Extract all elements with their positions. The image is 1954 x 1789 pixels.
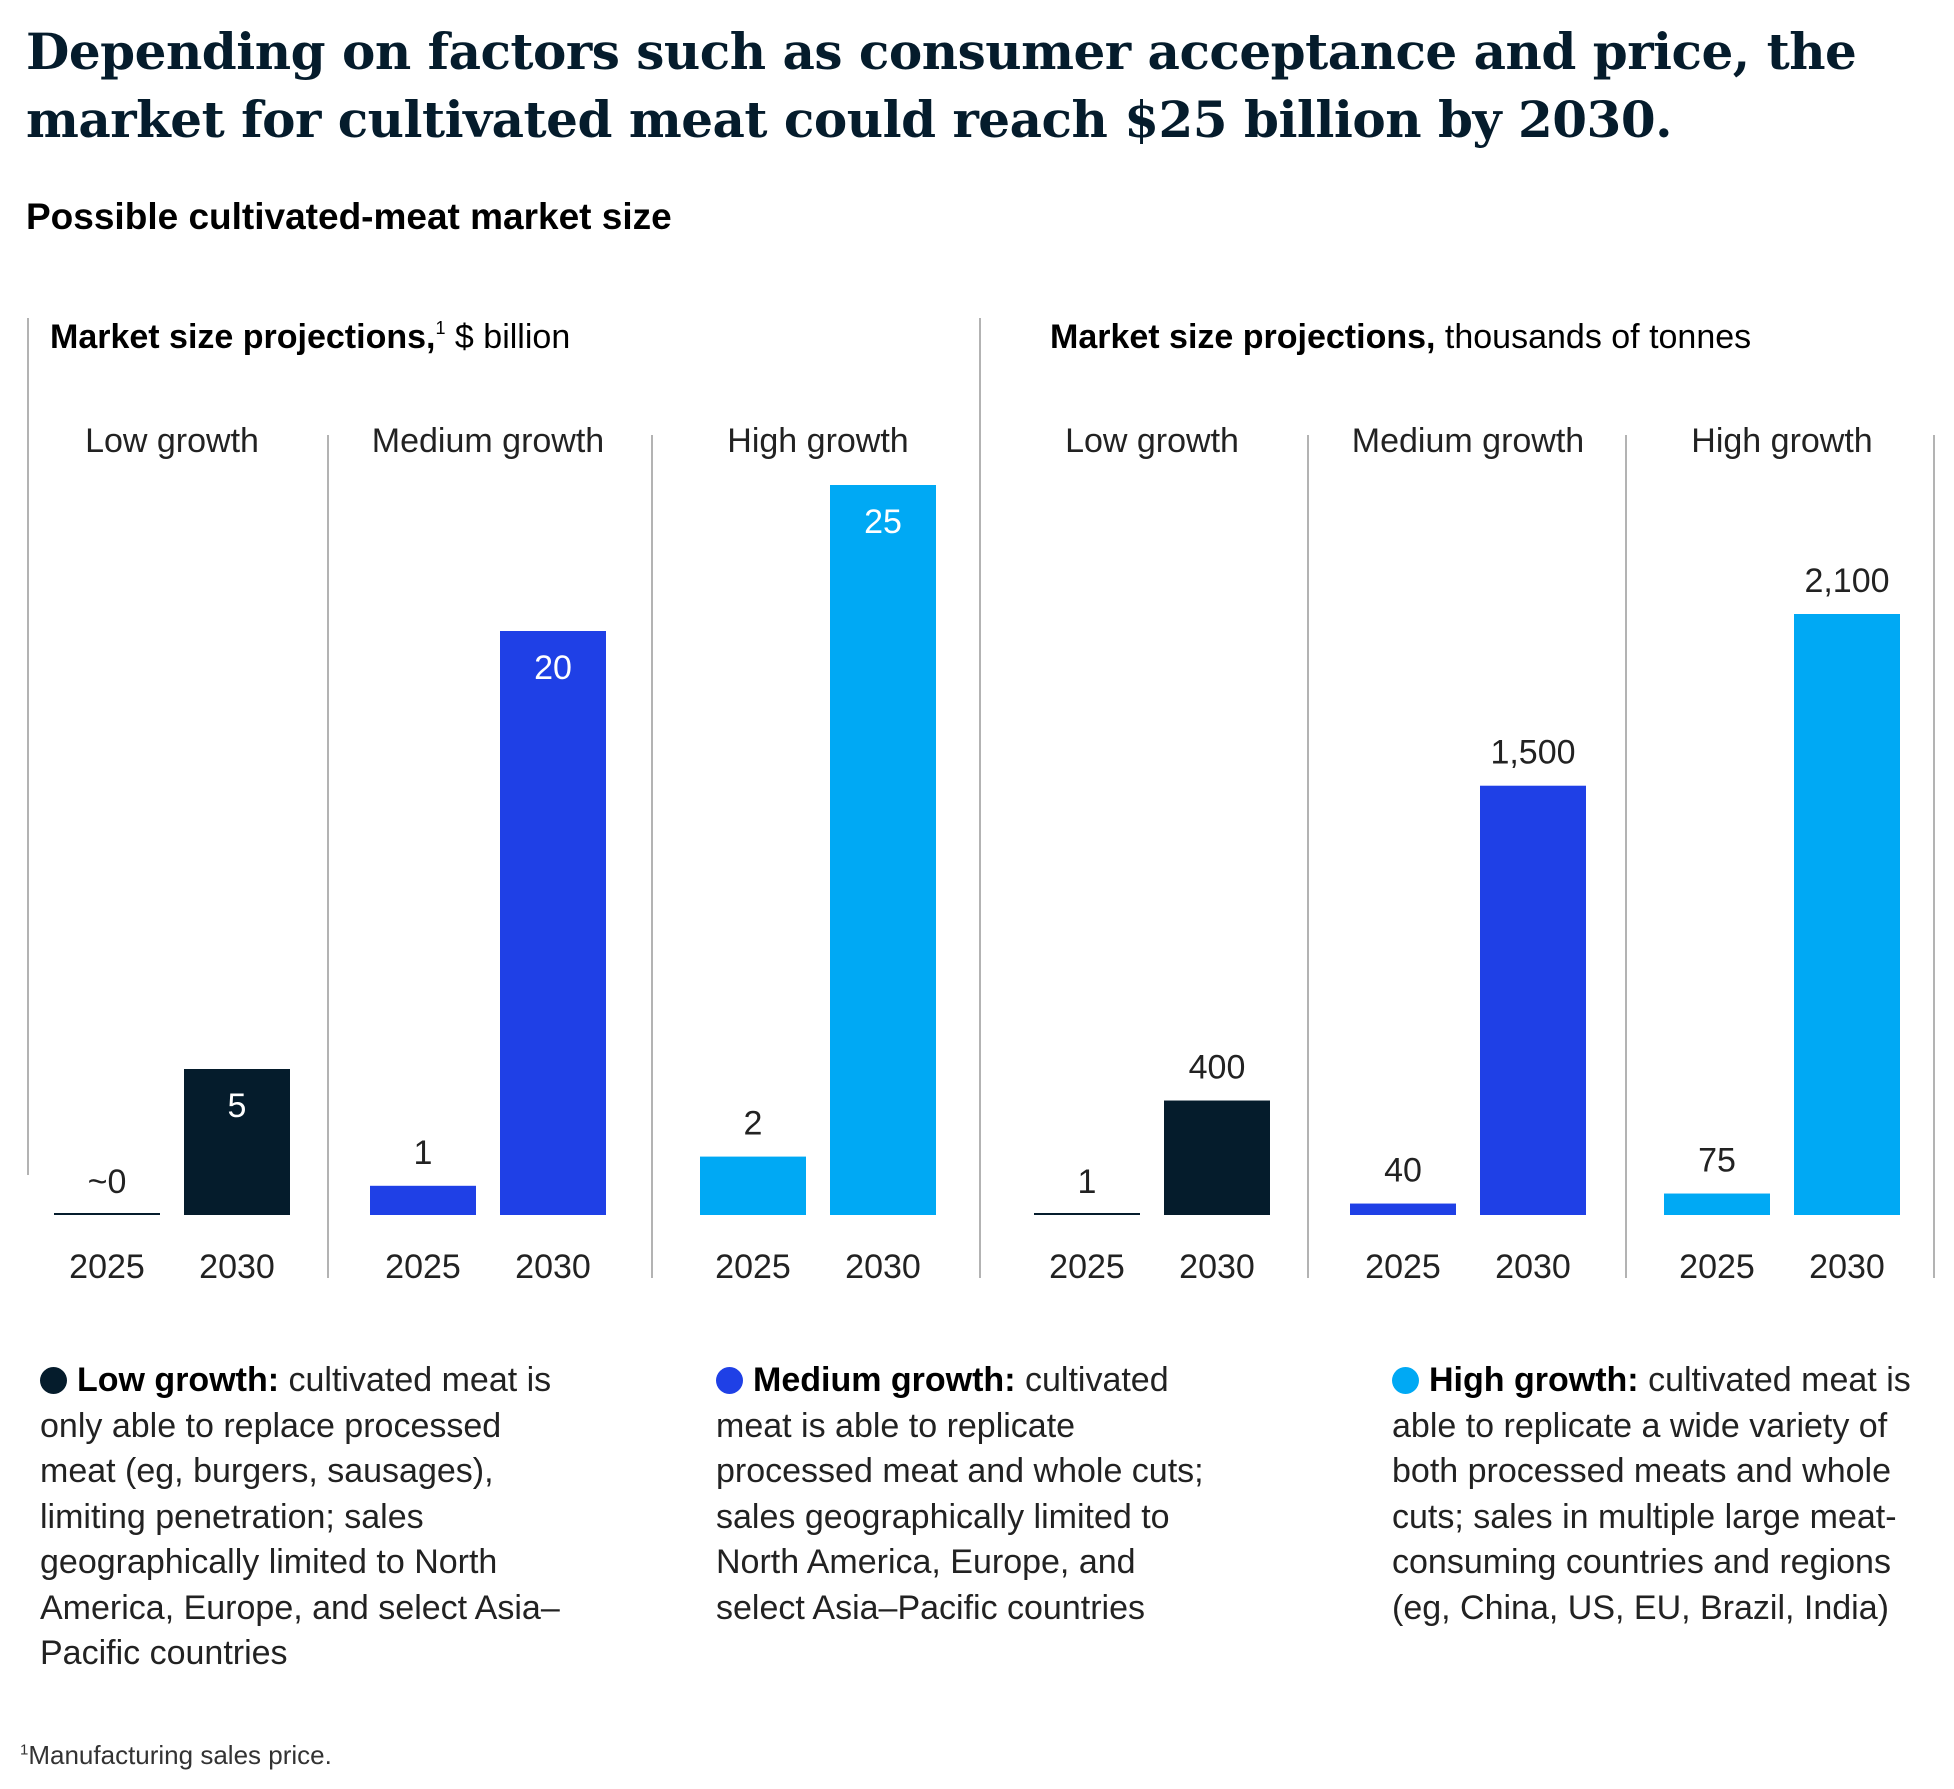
data-label-p2-low-growth-2030: 400	[1189, 1049, 1246, 1087]
legend-item-low: Low growth: cultivated meat is only able…	[40, 1358, 560, 1677]
bar-p2-high-growth-2030	[1794, 614, 1900, 1215]
x-tick-p1-medium-growth-2030: 2030	[515, 1248, 591, 1286]
footnote-mark: 1	[20, 1741, 29, 1759]
x-tick-p1-medium-growth-2025: 2025	[385, 1248, 461, 1286]
chart-subtitle: Possible cultivated-meat market size	[26, 196, 672, 237]
legend-dot-high	[1392, 1367, 1419, 1394]
bar-p1-low-growth-2030	[184, 1069, 290, 1215]
x-tick-p2-high-growth-2025: 2025	[1679, 1248, 1755, 1286]
legend-text-medium: cultivated meat is able to replicate pro…	[716, 1361, 1204, 1627]
group-label-p2-medium-growth: Medium growth	[1352, 422, 1584, 460]
legend-name-low: Low growth:	[77, 1361, 280, 1399]
data-label-p1-low-growth-2025: ~0	[88, 1163, 127, 1201]
bar-p2-high-growth-2025	[1664, 1193, 1770, 1215]
bar-p2-medium-growth-2030	[1480, 785, 1586, 1215]
data-label-p2-low-growth-2025: 1	[1078, 1163, 1097, 1201]
data-label-p2-high-growth-2030: 2,100	[1804, 562, 1889, 600]
legend-name-high: High growth:	[1429, 1361, 1639, 1399]
group-label-p1-high-growth: High growth	[727, 422, 908, 460]
data-label-p1-high-growth-2030: 25	[864, 503, 902, 541]
group-label-p2-low-growth: Low growth	[1065, 422, 1239, 460]
data-label-p2-medium-growth-2025: 40	[1384, 1152, 1422, 1190]
data-label-p2-high-growth-2025: 75	[1698, 1142, 1736, 1180]
headline: Depending on factors such as consumer ac…	[26, 22, 1857, 149]
bar-p2-medium-growth-2025	[1350, 1203, 1456, 1215]
x-tick-p2-medium-growth-2030: 2030	[1495, 1248, 1571, 1286]
data-label-p1-low-growth-2030: 5	[228, 1087, 247, 1125]
chart-area: Market size projections,1 $ billion Low g…	[27, 318, 1935, 1286]
x-tick-p1-low-growth-2030: 2030	[199, 1248, 275, 1286]
legend-text-low: cultivated meat is only able to replace …	[40, 1361, 560, 1672]
bar-p1-medium-growth-2030	[500, 631, 606, 1215]
data-label-p1-medium-growth-2030: 20	[534, 649, 572, 687]
bar-p1-low-growth-2025	[54, 1213, 160, 1215]
panel-title-2: Market size projections, thousands of to…	[1050, 318, 1751, 356]
group-label-p1-medium-growth: Medium growth	[372, 422, 604, 460]
legend-dot-medium	[716, 1367, 743, 1394]
bar-p1-high-growth-2030	[830, 485, 936, 1215]
legend-dot-low	[40, 1367, 67, 1394]
bar-p2-low-growth-2025	[1034, 1213, 1140, 1215]
legend-text-high: cultivated meat is able to replicate a w…	[1392, 1361, 1911, 1627]
x-tick-p2-medium-growth-2025: 2025	[1365, 1248, 1441, 1286]
group-label-p1-low-growth: Low growth	[85, 422, 259, 460]
legend-item-high: High growth: cultivated meat is able to …	[1392, 1358, 1912, 1631]
footnote: 1Manufacturing sales price.	[20, 1740, 332, 1771]
bar-p1-high-growth-2025	[700, 1156, 806, 1215]
x-tick-p1-high-growth-2030: 2030	[845, 1248, 921, 1286]
x-tick-p2-low-growth-2030: 2030	[1179, 1248, 1255, 1286]
data-label-p2-medium-growth-2030: 1,500	[1490, 734, 1575, 772]
x-tick-p1-high-growth-2025: 2025	[715, 1248, 791, 1286]
bar-p2-low-growth-2030	[1164, 1100, 1270, 1215]
data-label-p1-medium-growth-2025: 1	[414, 1134, 433, 1172]
legend-name-medium: Medium growth:	[753, 1361, 1016, 1399]
panel-title-1: Market size projections,1 $ billion	[50, 318, 570, 356]
footnote-text: Manufacturing sales price.	[28, 1740, 332, 1770]
bar-p1-medium-growth-2025	[370, 1185, 476, 1215]
x-tick-p2-high-growth-2030: 2030	[1809, 1248, 1885, 1286]
x-tick-p1-low-growth-2025: 2025	[69, 1248, 145, 1286]
x-tick-p2-low-growth-2025: 2025	[1049, 1248, 1125, 1286]
group-label-p2-high-growth: High growth	[1691, 422, 1872, 460]
legend-item-medium: Medium growth: cultivated meat is able t…	[716, 1358, 1206, 1631]
data-label-p1-high-growth-2025: 2	[744, 1105, 763, 1143]
